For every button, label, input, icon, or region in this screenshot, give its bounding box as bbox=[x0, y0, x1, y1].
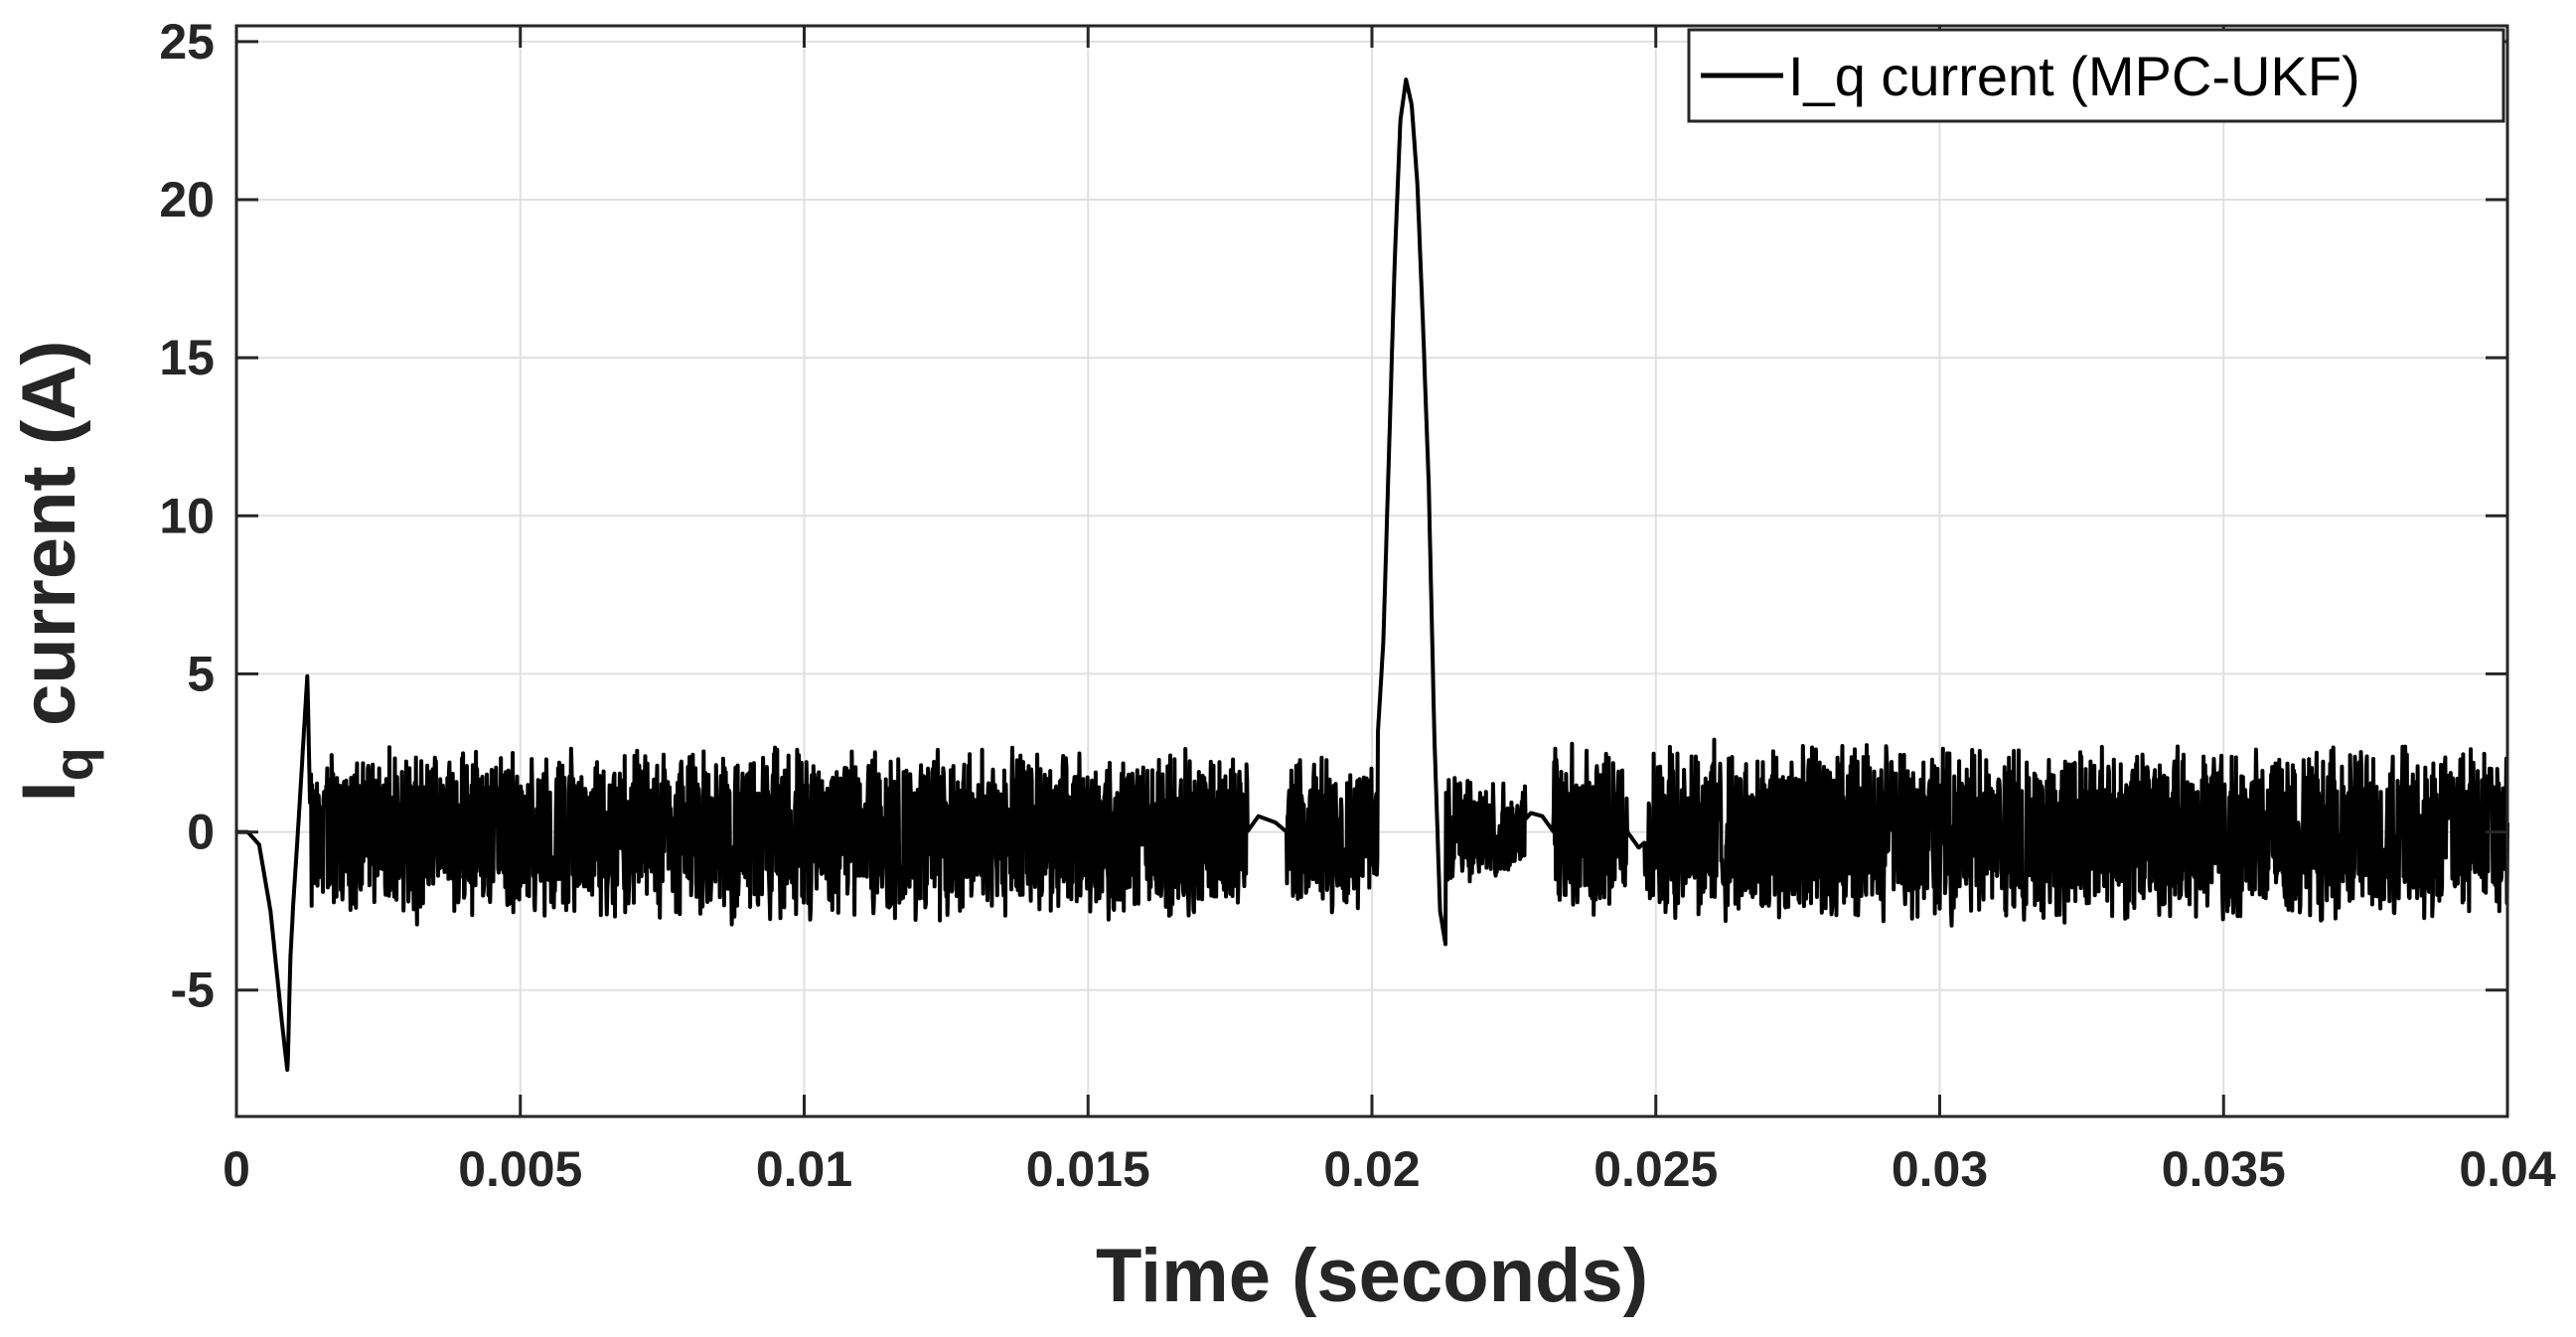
y-tick-label: 25 bbox=[159, 14, 215, 70]
plot-area bbox=[234, 77, 2509, 1072]
y-tick-label: 10 bbox=[159, 488, 215, 543]
y-tick-label: 0 bbox=[187, 805, 215, 860]
x-tick-label: 0.01 bbox=[756, 1141, 852, 1197]
y-tick-label: -5 bbox=[171, 963, 215, 1018]
y-tick-label: 5 bbox=[187, 646, 215, 701]
series-line-iq-current bbox=[234, 77, 2509, 1072]
legend-box bbox=[1687, 28, 2505, 123]
y-axis-title-subscript: q bbox=[42, 747, 104, 781]
y-axis-title-rest: current (A) bbox=[7, 341, 91, 748]
x-tick-label: 0.03 bbox=[1892, 1141, 1988, 1197]
y-axis-title-main: I bbox=[7, 781, 91, 802]
x-tick-label: 0.005 bbox=[458, 1141, 582, 1197]
x-axis-title: Time (seconds) bbox=[1096, 1234, 1648, 1318]
y-tick-label: 15 bbox=[159, 330, 215, 385]
x-tick-label: 0.04 bbox=[2459, 1141, 2556, 1197]
x-tick-label: 0.035 bbox=[2162, 1141, 2286, 1197]
x-tick-label: 0 bbox=[223, 1141, 250, 1197]
x-tick-label: 0.02 bbox=[1323, 1141, 1420, 1197]
y-tick-label: 20 bbox=[159, 172, 215, 227]
ticks: 0 0.005 0.01 0.015 0.02 0.025 0.03 0.035 0.04 -5 0… bbox=[159, 14, 2555, 1197]
y-axis-title: Iq current (A) bbox=[7, 341, 104, 803]
legend-label: I_q current (MPC-UKF) bbox=[1788, 45, 2360, 107]
x-tick-label: 0.025 bbox=[1593, 1141, 1718, 1197]
x-tick-label: 0.015 bbox=[1026, 1141, 1150, 1197]
legend: I_q current (MPC-UKF) bbox=[1687, 28, 2505, 123]
